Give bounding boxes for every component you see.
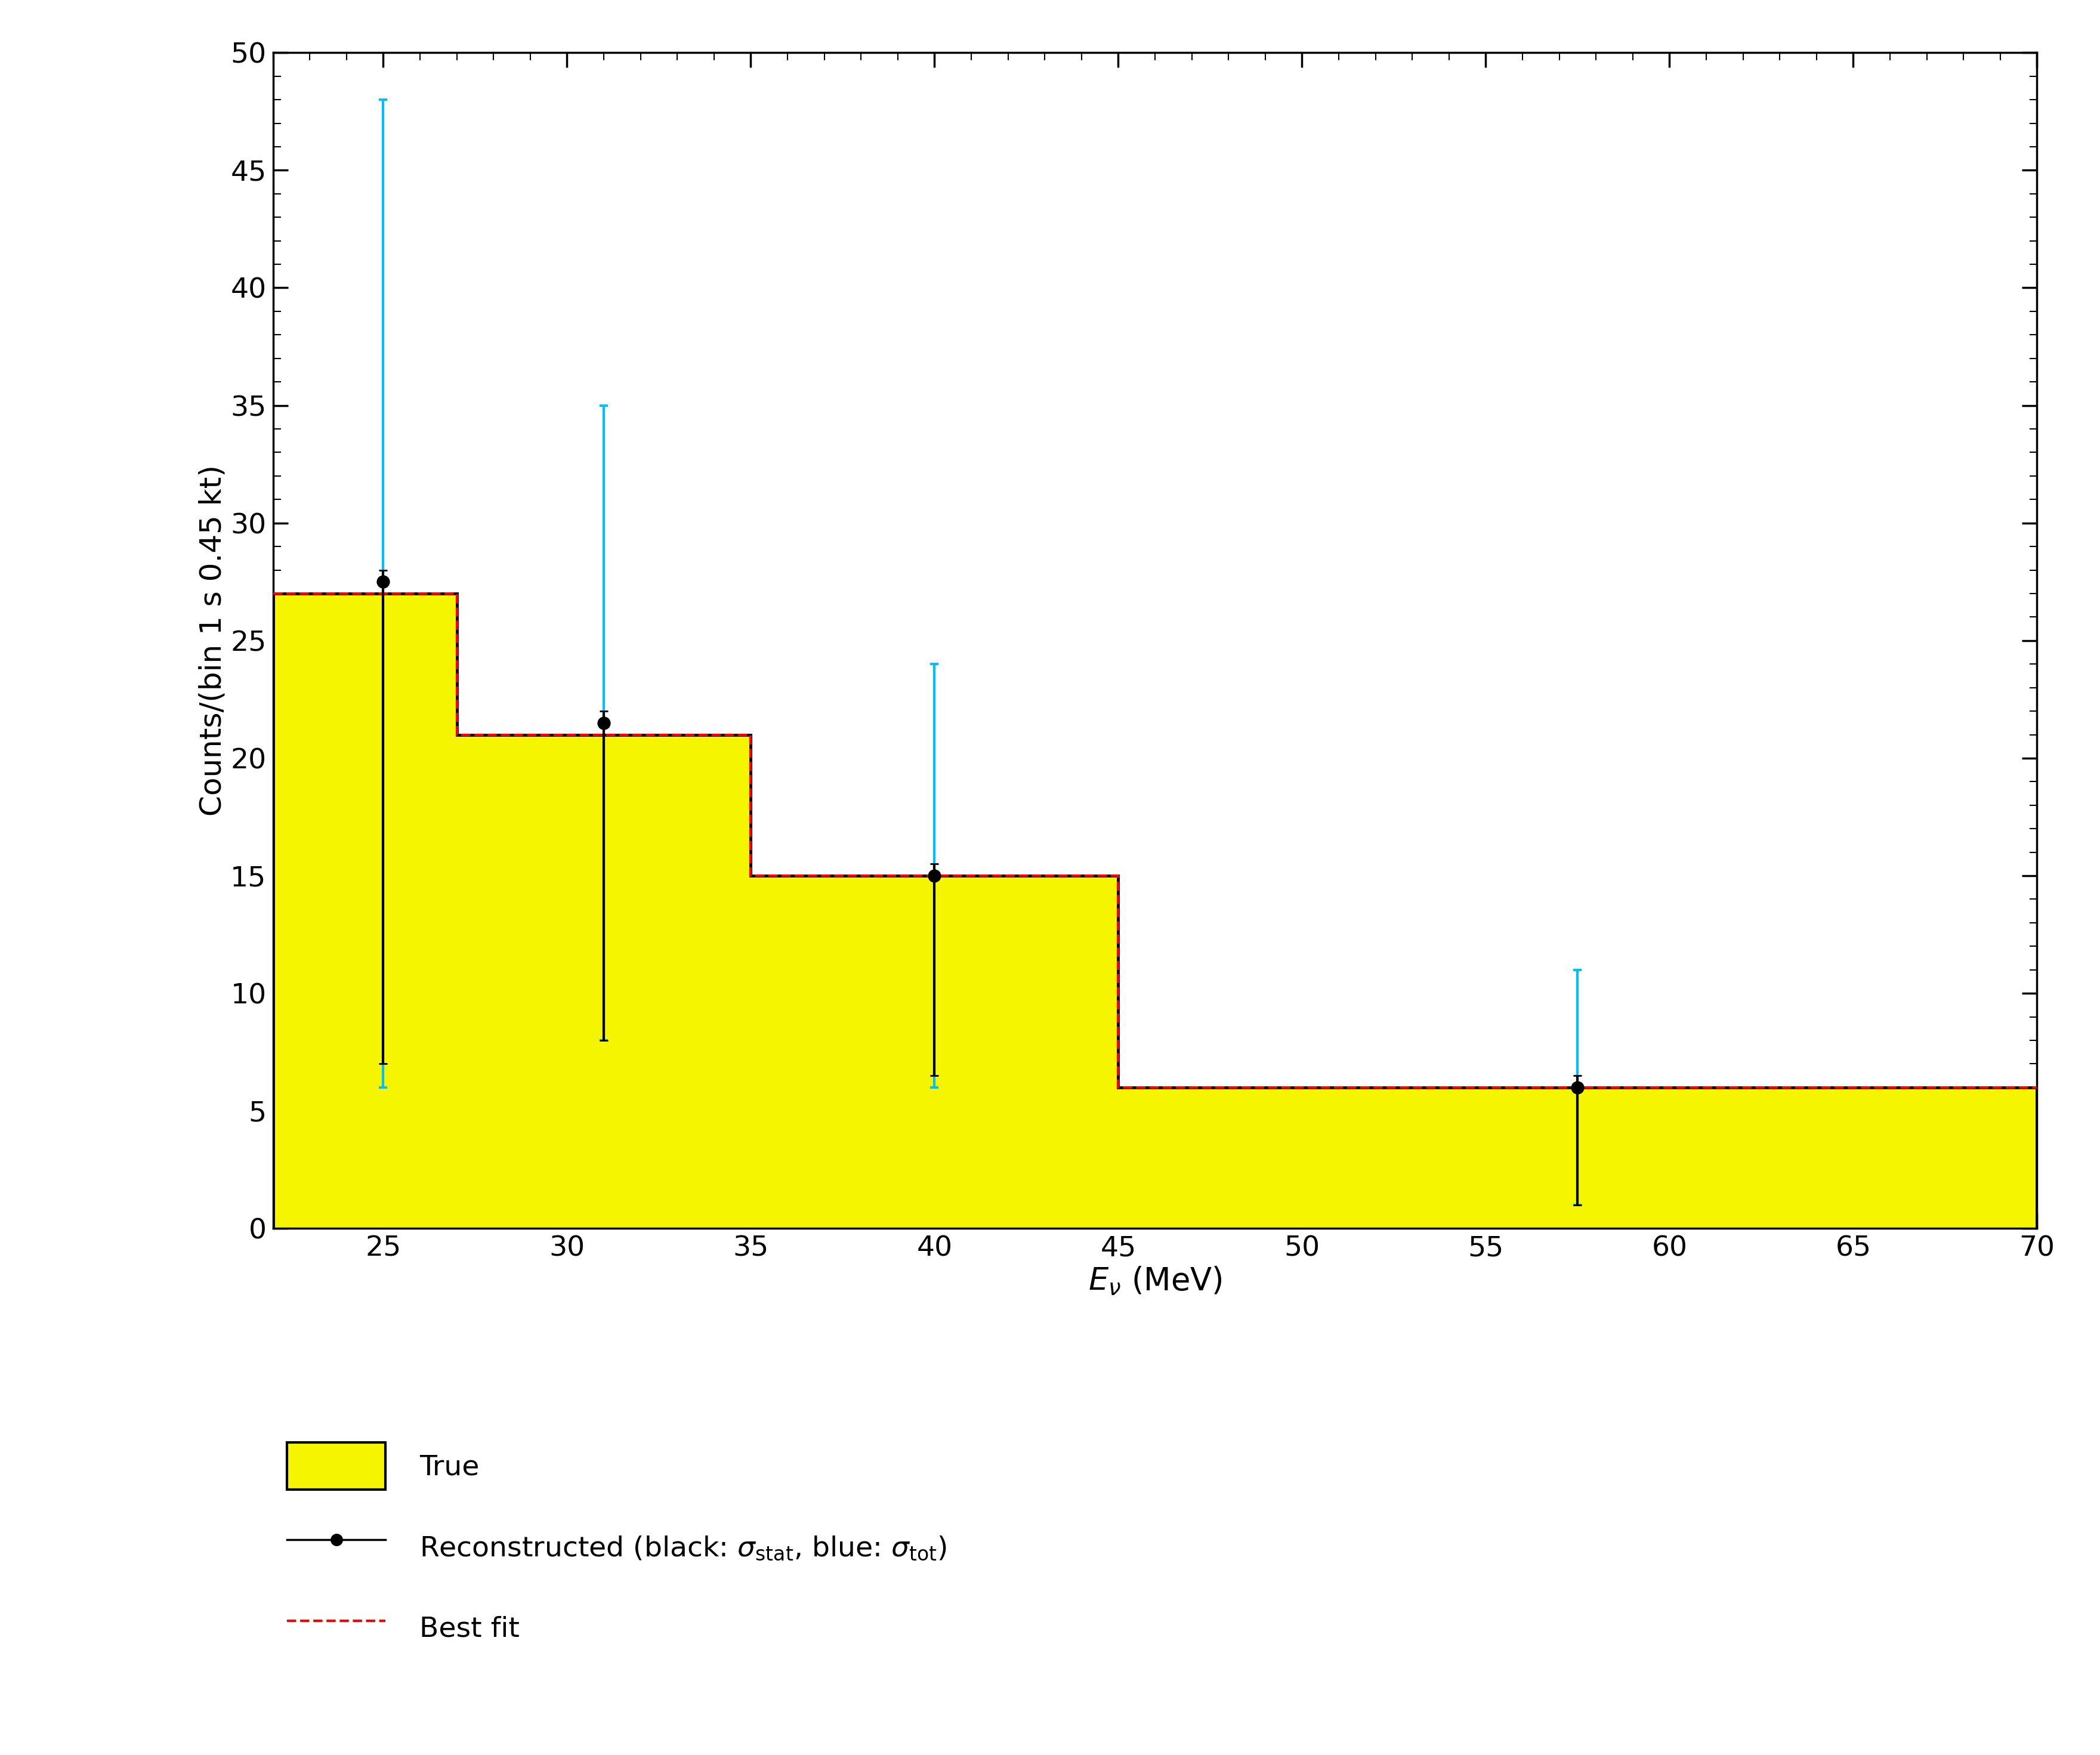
Y-axis label: Counts/(bin 1 s 0.45 kt): Counts/(bin 1 s 0.45 kt) (199, 465, 227, 816)
Legend: True, Reconstructed (black: $\sigma_{\rm stat}$, blue: $\sigma_{\rm tot}$), Best: True, Reconstructed (black: $\sigma_{\rm… (288, 1443, 947, 1651)
X-axis label: $E_{\nu}$ (MeV): $E_{\nu}$ (MeV) (1088, 1265, 1222, 1297)
